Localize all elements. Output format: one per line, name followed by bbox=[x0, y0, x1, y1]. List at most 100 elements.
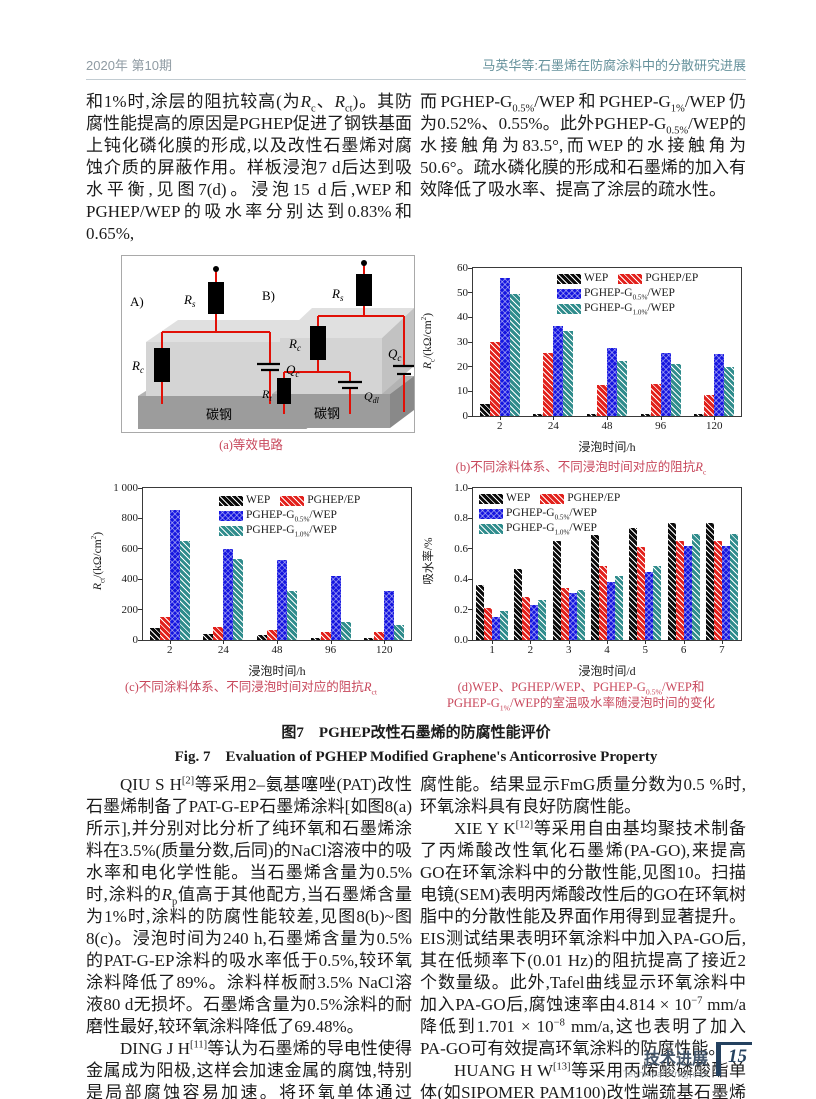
x-tick bbox=[683, 640, 685, 644]
paragraph: 腐性能。结果显示FmG质量分数为0.5 %时,环氧涂料具有良好防腐性能。 bbox=[420, 775, 746, 816]
y-tick bbox=[138, 639, 143, 641]
y-tick-label: 0.0 bbox=[454, 634, 468, 646]
paragraph: XIE Y K[12]等采用自由基均聚技术制备了丙烯酸改性氧化石墨烯(PA-GO… bbox=[420, 819, 746, 1058]
caption-b: (b)不同涂料体系、不同浸泡时间对应的阻抗Rc bbox=[455, 460, 707, 477]
legend-label: PGHEP/EP bbox=[567, 492, 621, 504]
y-tick bbox=[138, 548, 143, 550]
bar bbox=[607, 582, 615, 640]
bar bbox=[645, 571, 654, 640]
chart-rct: Rct/(kΩ/cm2) 0 200 400 600 800 1 000 2 24 48 96 120… bbox=[90, 479, 412, 678]
y-tick bbox=[138, 487, 143, 489]
x-tick bbox=[223, 640, 225, 644]
y-tick-label: 400 bbox=[121, 573, 139, 586]
body-row-top: 和1%时,涂层的阻抗较高(为Rc、Rct)。其防腐性能提高的原因是PGHEP促进… bbox=[86, 91, 746, 245]
header-rule bbox=[86, 79, 746, 80]
y-tick-label: 0.6 bbox=[454, 542, 468, 555]
y-tick bbox=[138, 609, 143, 611]
bar bbox=[640, 413, 651, 416]
y-tick bbox=[468, 341, 473, 343]
legend-label: PGHEP-G1.0%/WEP bbox=[506, 522, 597, 537]
legend-item: WEP bbox=[219, 493, 270, 508]
figure-a: A) Rs Rc Qc 碳钢 B) Rs Rc Qc Rt Qdl 碳钢 bbox=[86, 255, 416, 475]
bar bbox=[591, 535, 599, 640]
bar bbox=[484, 608, 493, 640]
y-tick-label: 0.2 bbox=[454, 603, 468, 616]
legend-swatch bbox=[219, 525, 243, 536]
x-axis-label: 浸泡时间/h bbox=[248, 664, 306, 678]
x-tick bbox=[645, 640, 647, 644]
bar bbox=[499, 277, 510, 416]
paragraph: 而PGHEP-G0.5%/WEP和PGHEP-G1%/WEP仍为0.52%、0.… bbox=[420, 92, 747, 199]
legend: WEP PGHEP/EP PGHEP-G0.5%/WEP PGHEP-G1.0%/WE… bbox=[557, 271, 743, 316]
bar bbox=[694, 413, 705, 416]
label-rt: Rt bbox=[261, 387, 272, 403]
plot-area: 0 200 400 600 800 1 000 2 24 48 96 120 WEP PGHEP/EP P… bbox=[113, 482, 412, 656]
bar bbox=[533, 413, 544, 416]
x-tick bbox=[492, 640, 494, 644]
bar bbox=[340, 621, 351, 640]
caption-a: (a)等效电路 bbox=[219, 438, 283, 452]
figure-c: Rct/(kΩ/cm2) 0 200 400 600 800 1 000 2 24 48 96 120… bbox=[86, 475, 416, 711]
bar bbox=[660, 353, 671, 416]
x-tick-label: 48 bbox=[601, 420, 613, 432]
x-tick-label: 24 bbox=[217, 644, 229, 656]
label-steel-right: 碳钢 bbox=[314, 406, 340, 421]
y-tick bbox=[468, 639, 473, 641]
bar bbox=[607, 348, 617, 416]
page-number: 15 bbox=[716, 1042, 752, 1076]
legend-label: WEP bbox=[584, 272, 609, 284]
legend-swatch bbox=[557, 303, 581, 314]
caption-c: (c)不同涂料体系、不同浸泡时间对应的阻抗Rct bbox=[124, 680, 378, 697]
bar bbox=[374, 632, 385, 640]
legend-item: PGHEP-G0.5%/WEP bbox=[219, 508, 337, 523]
bar bbox=[721, 545, 730, 640]
x-tick-label: 120 bbox=[705, 420, 723, 432]
y-tick-label: 800 bbox=[121, 512, 139, 525]
bar bbox=[650, 383, 661, 416]
label-steel-left: 碳钢 bbox=[206, 407, 232, 422]
x-axis-label: 浸泡时间/h bbox=[578, 440, 636, 454]
journal-issue: 2020年 第10期 bbox=[86, 58, 172, 73]
bar bbox=[560, 588, 569, 640]
y-tick-label: 0 bbox=[132, 634, 139, 646]
bar bbox=[637, 547, 646, 640]
y-tick-label: 0 bbox=[462, 410, 469, 422]
x-tick bbox=[330, 640, 332, 644]
y-tick bbox=[468, 292, 473, 294]
x-tick-label: 2 bbox=[167, 644, 173, 656]
legend-label: WEP bbox=[506, 492, 531, 504]
paragraph: HUANG H W[13]等采用丙烯酸磷酸酯单体(如SIPOMER PAM100… bbox=[420, 1061, 747, 1099]
bar bbox=[257, 634, 267, 640]
legend-label: PGHEP-G1.0%/WEP bbox=[584, 302, 675, 317]
y-tick bbox=[468, 316, 473, 318]
plot-area: 0.0 0.2 0.4 0.6 0.8 1.0 1 2 3 4 5 6 7 WEP PGHEP/EP PGHE… bbox=[454, 482, 742, 656]
bar bbox=[364, 638, 375, 640]
body-row-bottom: QIU S H[2]等采用2–氨基噻唑(PAT)改性石墨烯制备了PAT-G-EP… bbox=[86, 774, 746, 1099]
bar bbox=[617, 360, 627, 416]
y-tick bbox=[468, 609, 473, 611]
bar bbox=[310, 638, 321, 640]
x-axis-label: 浸泡时间/d bbox=[578, 664, 636, 678]
label-rc: Rc bbox=[131, 358, 144, 375]
bar bbox=[667, 522, 676, 640]
y-tick bbox=[468, 487, 473, 489]
x-tick-label: 7 bbox=[719, 644, 725, 656]
legend-item: PGHEP-G1.0%/WEP bbox=[557, 301, 675, 316]
legend-swatch bbox=[618, 273, 643, 284]
y-tick bbox=[468, 415, 473, 417]
y-tick-label: 200 bbox=[121, 603, 139, 616]
bar bbox=[653, 565, 662, 640]
bar bbox=[149, 627, 160, 640]
y-axis-label: 吸水率/% bbox=[423, 537, 435, 585]
figure-d: 吸水率/% 0.0 0.2 0.4 0.6 0.8 1.0 1 2 3 4 5 6 7 WEP PGHEP/E… bbox=[416, 475, 746, 712]
legend-label: PGHEP-G1.0%/WEP bbox=[246, 524, 337, 539]
bar bbox=[492, 617, 501, 640]
bar bbox=[683, 545, 692, 640]
y-tick bbox=[468, 267, 473, 269]
figure-caption-cn: 图7 PGHEP改性石墨烯的防腐性能评价 bbox=[281, 725, 551, 741]
x-tick-label: 2 bbox=[527, 644, 534, 656]
x-tick bbox=[721, 640, 723, 644]
x-tick-label: 4 bbox=[604, 644, 610, 656]
y-tick-label: 60 bbox=[457, 262, 468, 274]
legend-swatch bbox=[479, 493, 503, 504]
